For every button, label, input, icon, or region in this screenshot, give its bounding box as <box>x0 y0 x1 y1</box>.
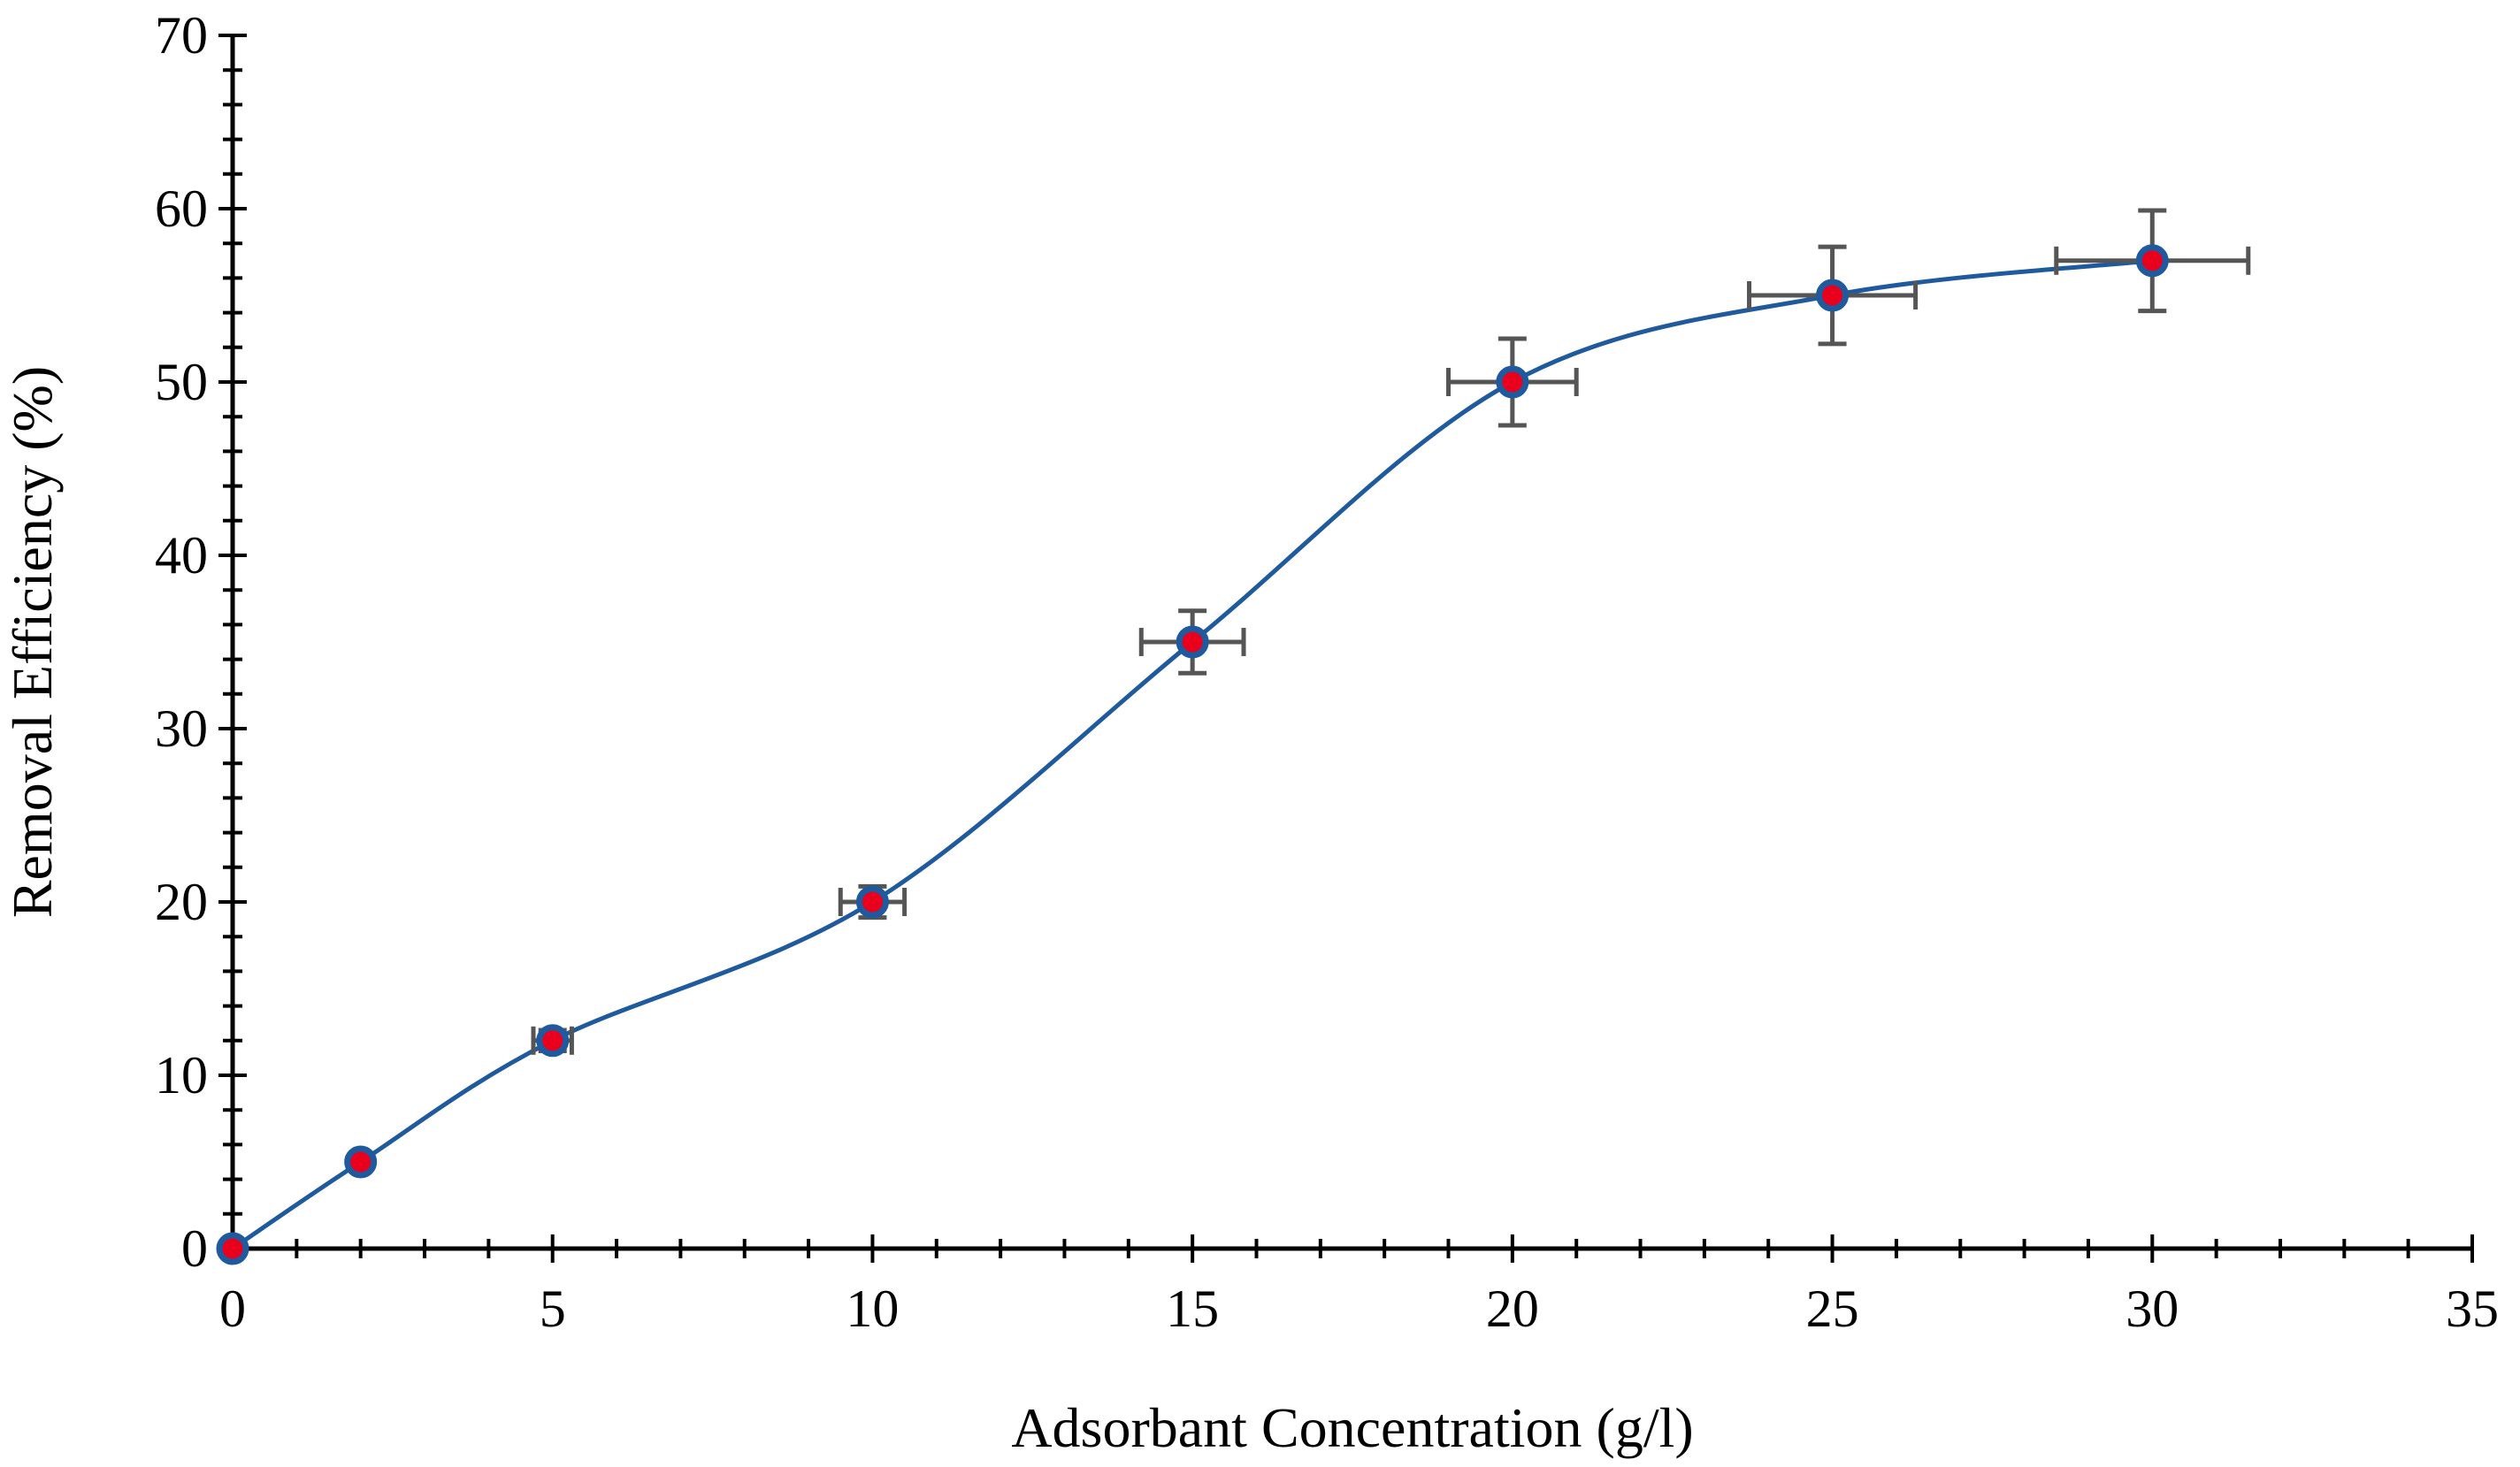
error-bar <box>1138 608 1246 676</box>
data-point <box>536 1024 570 1058</box>
x-tick-label: 5 <box>540 1280 566 1338</box>
x-tick-label: 20 <box>1486 1280 1539 1338</box>
x-tick-label: 15 <box>1166 1280 1219 1338</box>
data-point <box>1816 279 1850 312</box>
series-line <box>231 258 2153 1251</box>
y-tick-label: 70 <box>155 6 208 65</box>
x-ticks <box>295 1234 2474 1263</box>
x-axis: 0 5 10 15 20 25 30 35 Adsorbant Concentration (… <box>219 1234 2499 1459</box>
data-point <box>855 885 889 919</box>
y-axis: 0 10 20 30 40 50 60 70 Removal Efficiency (%) <box>1 6 247 1278</box>
data-point <box>1496 365 1529 399</box>
data-markers <box>216 244 2169 1265</box>
x-axis-label: Adsorbant Concentration (g/l) <box>1011 1396 1693 1459</box>
y-tick-label: 20 <box>155 873 208 931</box>
data-point <box>1176 625 1209 659</box>
y-axis-label: Removal Efficiency (%) <box>1 366 64 918</box>
y-tick-label: 60 <box>155 180 208 238</box>
x-tick-label: 35 <box>2446 1280 2499 1338</box>
data-point <box>344 1145 378 1179</box>
x-tick-labels: 0 5 10 15 20 25 30 35 <box>219 1280 2499 1338</box>
data-point <box>2135 244 2169 278</box>
y-tick-labels: 0 10 20 30 40 50 60 70 <box>155 6 208 1278</box>
error-bars <box>531 208 2251 1055</box>
y-tick-label: 50 <box>155 353 208 411</box>
plot-area <box>216 208 2251 1265</box>
data-point <box>216 1232 249 1265</box>
y-tick-label: 40 <box>155 526 208 585</box>
y-tick-label: 10 <box>155 1046 208 1104</box>
y-tick-label: 30 <box>155 699 208 758</box>
x-tick-label: 0 <box>219 1280 246 1338</box>
y-tick-label: 0 <box>181 1219 208 1278</box>
x-tick-label: 30 <box>2126 1280 2179 1338</box>
x-tick-label: 25 <box>1806 1280 1859 1338</box>
x-tick-label: 10 <box>846 1280 899 1338</box>
